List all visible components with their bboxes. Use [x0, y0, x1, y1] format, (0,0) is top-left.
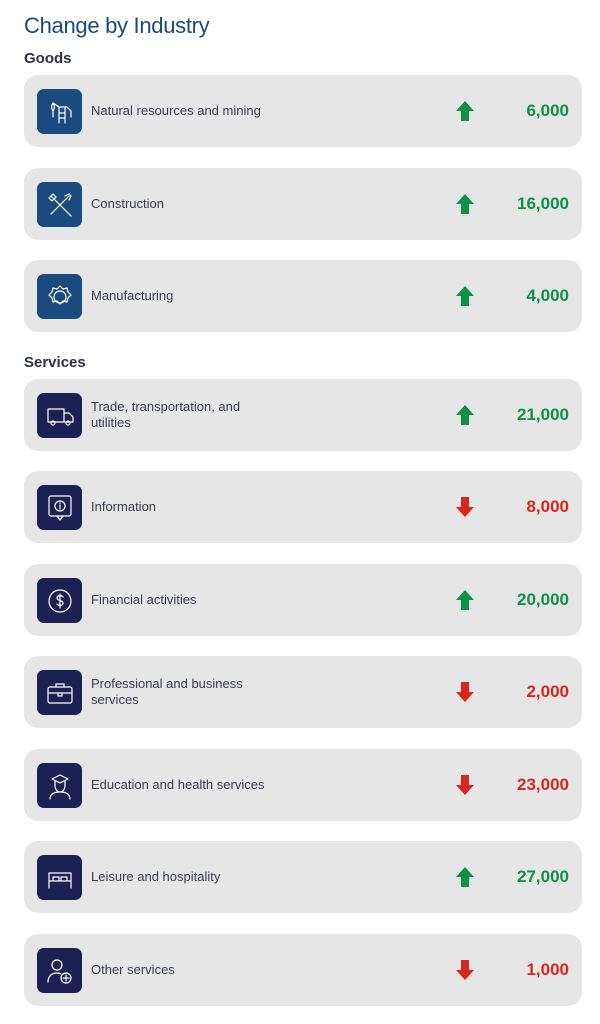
person-plus-icon: [37, 948, 82, 993]
industry-label-text: Leisure and hospitality: [91, 869, 221, 884]
industry-label-text: Professional and business services: [91, 676, 243, 707]
page-title: Change by Industry: [24, 13, 210, 38]
industry-label: Construction: [91, 168, 281, 240]
change-value: 20,000: [517, 590, 569, 609]
industry-row: Other services 1,000: [24, 934, 582, 1006]
section-heading: Goods: [24, 50, 72, 67]
change-value: 2,000: [526, 682, 569, 701]
industry-label-text: Education and health services: [91, 777, 265, 792]
industry-row: Leisure and hospitality 27,000: [24, 841, 582, 913]
industry-label-text: Manufacturing: [91, 288, 174, 303]
industry-label: Natural resources and mining: [91, 75, 281, 147]
industry-row: Construction 16,000: [24, 168, 582, 240]
industry-row: Natural resources and mining 6,000: [24, 75, 582, 147]
info-icon: [37, 485, 82, 530]
industry-label-text: Financial activities: [91, 592, 197, 607]
change-value: 1,000: [526, 960, 569, 979]
industry-label-text: Other services: [91, 962, 175, 977]
industry-label: Professional and business services: [91, 656, 281, 728]
truck-icon: [37, 393, 82, 438]
gear-icon: [37, 274, 82, 319]
bed-icon: [37, 855, 82, 900]
change-value: 21,000: [517, 405, 569, 424]
change-value: 16,000: [517, 194, 569, 213]
industry-row: Professional and business services 2,000: [24, 656, 582, 728]
industry-row: Information 8,000: [24, 471, 582, 543]
section-heading: Services: [24, 354, 86, 371]
arrow-down-icon: [456, 775, 474, 795]
industry-row: Trade, transportation, and utilities 21,…: [24, 379, 582, 451]
industry-label-text: Information: [91, 499, 157, 514]
arrow-up-icon: [456, 286, 474, 306]
arrow-up-icon: [456, 405, 474, 425]
briefcase-icon: [37, 670, 82, 715]
industry-label: Other services: [91, 934, 281, 1006]
graduate-icon: [37, 763, 82, 808]
industry-label: Information: [91, 471, 281, 543]
arrow-up-icon: [456, 867, 474, 887]
industry-label: Leisure and hospitality: [91, 841, 281, 913]
change-value: 4,000: [526, 286, 569, 305]
arrow-down-icon: [456, 497, 474, 517]
industry-row: Education and health services 23,000: [24, 749, 582, 821]
arrow-down-icon: [456, 960, 474, 980]
industry-label: Trade, transportation, and utilities: [91, 379, 281, 451]
industry-label: Education and health services: [91, 749, 281, 821]
arrow-up-icon: [456, 194, 474, 214]
oil-pump-icon: [37, 89, 82, 134]
change-value: 23,000: [517, 775, 569, 794]
change-value: 6,000: [526, 101, 569, 120]
arrow-up-icon: [456, 590, 474, 610]
industry-label-text: Natural resources and mining: [91, 103, 261, 118]
industry-label-text: Trade, transportation, and utilities: [91, 399, 241, 430]
arrow-up-icon: [456, 101, 474, 121]
industry-label: Manufacturing: [91, 260, 281, 332]
industry-label-text: Construction: [91, 196, 164, 211]
industry-label: Financial activities: [91, 564, 281, 636]
dollar-icon: [37, 578, 82, 623]
change-value: 8,000: [526, 497, 569, 516]
change-value: 27,000: [517, 867, 569, 886]
industry-row: Manufacturing 4,000: [24, 260, 582, 332]
arrow-down-icon: [456, 682, 474, 702]
tools-icon: [37, 182, 82, 227]
industry-row: Financial activities 20,000: [24, 564, 582, 636]
